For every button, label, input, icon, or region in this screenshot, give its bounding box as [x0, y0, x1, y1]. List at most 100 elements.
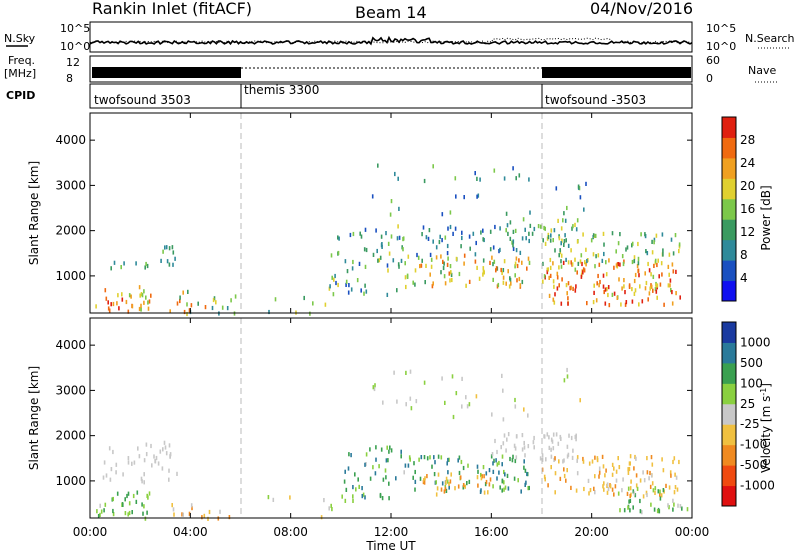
- data-cell: [103, 508, 105, 513]
- data-cell: [649, 484, 652, 489]
- data-cell: [130, 294, 132, 299]
- data-cell: [422, 225, 425, 230]
- data-cell: [543, 434, 546, 439]
- data-cell: [127, 491, 130, 496]
- data-cell: [372, 252, 375, 257]
- data-cell: [331, 507, 333, 512]
- data-cell: [440, 270, 442, 275]
- data-cell: [553, 284, 555, 289]
- data-cell: [334, 273, 336, 279]
- data-cell: [355, 487, 357, 492]
- data-cell: [547, 267, 549, 272]
- data-cell: [546, 270, 549, 275]
- data-cell: [602, 464, 605, 469]
- data-cell: [662, 252, 664, 257]
- data-cell: [623, 508, 626, 513]
- x-tick-label: 00:00: [73, 525, 108, 539]
- data-cell: [596, 456, 599, 461]
- velocity-colorbar: 1000 500 100 25 -25 -100 -500 -1000: [721, 321, 775, 507]
- data-cell: [412, 280, 414, 285]
- data-cell: [449, 278, 451, 283]
- data-cell: [120, 265, 122, 270]
- data-cell: [634, 454, 636, 460]
- data-cell: [431, 284, 434, 289]
- data-cell: [446, 479, 449, 484]
- data-cell: [435, 480, 437, 485]
- data-cell: [650, 455, 653, 460]
- data-cell: [400, 258, 403, 263]
- data-cell: [629, 461, 631, 466]
- data-cell: [571, 455, 574, 460]
- data-cell: [493, 168, 496, 173]
- data-cell: [389, 445, 391, 450]
- data-cell: [559, 476, 562, 481]
- data-cell: [554, 471, 557, 476]
- data-cell: [566, 444, 569, 449]
- data-cell: [499, 226, 501, 231]
- data-cell: [161, 466, 164, 471]
- cpid-label: CPID: [6, 89, 35, 102]
- data-cell: [461, 230, 463, 235]
- data-cell: [365, 462, 367, 467]
- cpid-segment-3: twofsound -3503: [545, 93, 646, 107]
- data-cell: [492, 262, 494, 267]
- data-cell: [669, 283, 671, 288]
- data-cell: [96, 509, 98, 514]
- data-cell: [543, 274, 546, 279]
- data-cell: [546, 236, 549, 241]
- data-cell: [495, 268, 497, 273]
- colorbar-tick-label: 100: [740, 376, 763, 390]
- data-cell: [593, 290, 595, 295]
- data-cell: [344, 498, 347, 503]
- data-cell: [482, 266, 485, 271]
- data-cell: [176, 301, 179, 306]
- data-cell: [388, 496, 390, 501]
- data-cell: [203, 513, 206, 518]
- data-cell: [268, 309, 270, 315]
- data-cell: [458, 470, 461, 476]
- data-cell: [463, 261, 465, 266]
- data-cell: [511, 458, 514, 463]
- frequency-panel: Freq. [MHz] 12 8 60 0 Nave: [4, 54, 778, 85]
- data-cell: [365, 452, 368, 457]
- data-cell: [358, 261, 361, 266]
- data-cell: [112, 496, 114, 502]
- data-cell: [515, 248, 518, 253]
- data-cell: [135, 499, 138, 504]
- data-cell: [521, 433, 524, 438]
- data-cell: [679, 295, 681, 300]
- data-cell: [585, 247, 587, 252]
- data-cell: [654, 287, 657, 292]
- data-cell: [446, 243, 449, 249]
- data-cell: [386, 445, 388, 450]
- data-cell: [562, 459, 564, 464]
- data-cell: [230, 298, 232, 303]
- data-cell: [502, 268, 505, 273]
- data-cell: [665, 483, 667, 488]
- data-cell: [449, 264, 452, 269]
- data-cell: [583, 207, 585, 212]
- data-cell: [653, 237, 656, 242]
- velocity-y-ticks: 4000 3000 2000 1000: [55, 338, 692, 488]
- data-cell: [513, 443, 516, 448]
- data-cell: [642, 494, 645, 499]
- data-cell: [651, 462, 654, 467]
- data-cell: [100, 509, 103, 514]
- data-cell: [541, 467, 544, 472]
- data-cell: [452, 414, 455, 420]
- data-cell: [432, 239, 434, 244]
- data-cell: [509, 236, 512, 241]
- data-cell: [457, 484, 460, 489]
- data-cell: [489, 247, 492, 252]
- data-cell: [646, 470, 649, 475]
- data-cell: [671, 301, 674, 306]
- data-cell: [429, 272, 431, 277]
- data-cell: [441, 481, 444, 486]
- data-cell: [187, 289, 189, 294]
- data-cell: [565, 283, 568, 288]
- data-cell: [462, 465, 465, 471]
- data-cell: [380, 234, 383, 239]
- data-cell: [563, 239, 566, 244]
- data-cell: [148, 299, 151, 304]
- data-cell: [542, 261, 544, 266]
